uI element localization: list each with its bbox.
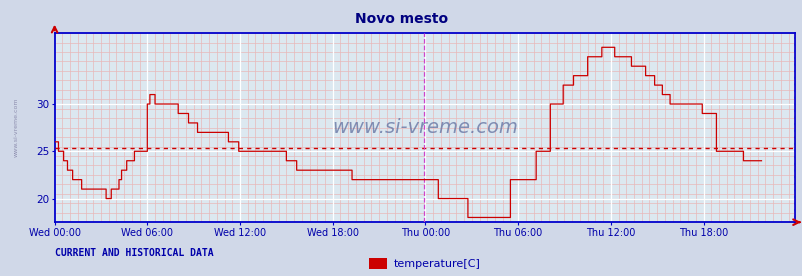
Text: www.si-vreme.com: www.si-vreme.com	[331, 118, 517, 137]
Text: CURRENT AND HISTORICAL DATA: CURRENT AND HISTORICAL DATA	[55, 248, 213, 258]
Text: temperature[C]: temperature[C]	[393, 259, 480, 269]
Text: www.si-vreme.com: www.si-vreme.com	[14, 98, 18, 157]
Text: Novo mesto: Novo mesto	[354, 12, 448, 26]
